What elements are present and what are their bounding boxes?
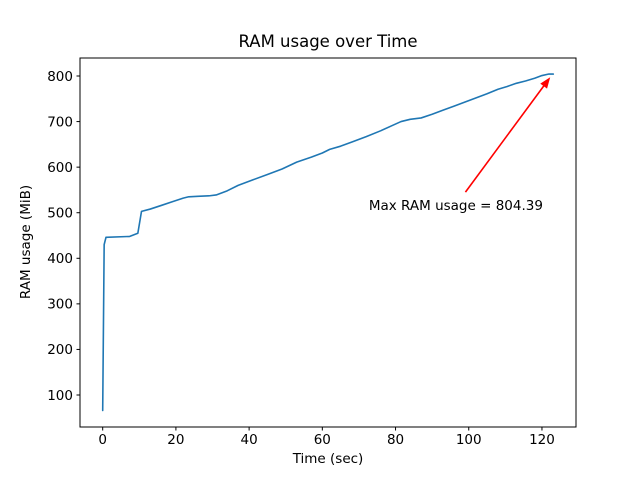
y-tick-label: 200 bbox=[47, 342, 73, 358]
annotation-arrow-shaft bbox=[464, 82, 547, 193]
x-tick-label: 80 bbox=[387, 432, 404, 448]
data-layer bbox=[101, 73, 555, 412]
axes-spines bbox=[79, 57, 577, 428]
max-ram-annotation-text: Max RAM usage = 804.39 bbox=[369, 198, 543, 214]
annotation-arrow-head bbox=[540, 77, 551, 89]
plot-background bbox=[80, 58, 576, 427]
ram-usage-line bbox=[101, 73, 555, 412]
chart-title: RAM usage over Time bbox=[238, 32, 417, 51]
axes-layer: 0 20 40 60 80 100 120 100 200 300 400 500 600 700 800 bbox=[47, 57, 577, 448]
y-tick-label: 800 bbox=[47, 69, 73, 85]
y-tick-label: 700 bbox=[47, 114, 73, 130]
annotation-layer bbox=[464, 77, 551, 193]
x-tick-label: 40 bbox=[241, 432, 258, 448]
x-tick-label: 20 bbox=[167, 432, 184, 448]
x-tick-label: 60 bbox=[314, 432, 331, 448]
y-tick-label: 400 bbox=[47, 251, 73, 267]
x-tick-label: 0 bbox=[98, 432, 107, 448]
y-tick-label: 300 bbox=[47, 297, 73, 313]
x-tick-label: 100 bbox=[456, 432, 482, 448]
y-tick-label: 100 bbox=[47, 388, 73, 404]
y-tick-label: 500 bbox=[47, 206, 73, 222]
x-axis-label: Time (sec) bbox=[292, 451, 364, 467]
y-axis-label: RAM usage (MiB) bbox=[18, 185, 34, 299]
x-tick-label: 120 bbox=[529, 432, 555, 448]
y-tick-label: 600 bbox=[47, 160, 73, 176]
